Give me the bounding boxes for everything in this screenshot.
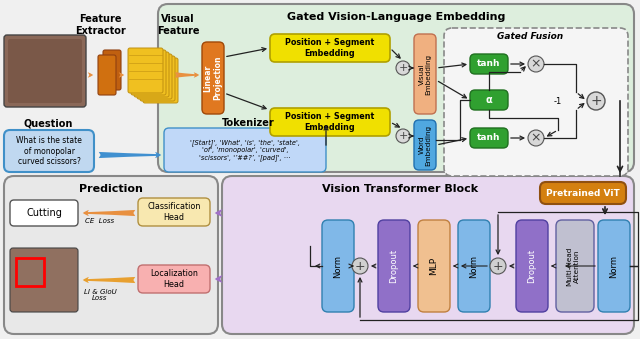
Text: CE  Loss: CE Loss — [85, 218, 115, 224]
FancyBboxPatch shape — [4, 130, 94, 172]
Bar — [16, 258, 44, 286]
Text: Multi-Head
Attention: Multi-Head Attention — [566, 246, 579, 286]
Text: Tokenizer: Tokenizer — [221, 118, 275, 128]
FancyBboxPatch shape — [134, 52, 169, 97]
FancyBboxPatch shape — [444, 28, 628, 176]
FancyBboxPatch shape — [378, 220, 410, 312]
Text: Gated Vision-Language Embedding: Gated Vision-Language Embedding — [287, 12, 505, 22]
FancyBboxPatch shape — [158, 4, 634, 172]
Text: LI & GloU
Loss: LI & GloU Loss — [84, 288, 116, 301]
FancyBboxPatch shape — [470, 90, 508, 110]
Text: Norm: Norm — [609, 255, 618, 278]
Text: +: + — [590, 94, 602, 108]
Text: Norm: Norm — [470, 255, 479, 278]
FancyBboxPatch shape — [470, 54, 508, 74]
FancyBboxPatch shape — [222, 176, 634, 334]
Text: Visual
Embedding: Visual Embedding — [419, 54, 431, 95]
FancyBboxPatch shape — [322, 220, 354, 312]
Circle shape — [396, 61, 410, 75]
Text: +: + — [398, 63, 408, 73]
Text: ×: × — [531, 58, 541, 71]
Text: Vision Transformer Block: Vision Transformer Block — [322, 184, 478, 194]
Text: Dropout: Dropout — [527, 249, 536, 283]
FancyBboxPatch shape — [598, 220, 630, 312]
Circle shape — [587, 92, 605, 110]
FancyBboxPatch shape — [516, 220, 548, 312]
Text: ×: × — [531, 132, 541, 144]
FancyBboxPatch shape — [4, 176, 218, 334]
Text: Position + Segment
Embedding: Position + Segment Embedding — [285, 38, 374, 58]
Text: -1: -1 — [554, 97, 562, 105]
Text: Cutting: Cutting — [26, 208, 62, 218]
Text: Word
Embedding: Word Embedding — [419, 124, 431, 165]
FancyBboxPatch shape — [103, 50, 121, 90]
Text: Question: Question — [23, 118, 73, 128]
Text: Pretrained ViT: Pretrained ViT — [546, 188, 620, 198]
Circle shape — [528, 56, 544, 72]
FancyBboxPatch shape — [138, 265, 210, 293]
FancyBboxPatch shape — [10, 248, 78, 312]
Text: Dropout: Dropout — [390, 249, 399, 283]
FancyBboxPatch shape — [8, 39, 82, 103]
Text: '[Start]', 'What', 'is', 'the', 'state',
'of', 'monopolar', 'curved',
'scissors': '[Start]', 'What', 'is', 'the', 'state',… — [190, 139, 300, 161]
Text: tanh: tanh — [477, 60, 500, 68]
FancyBboxPatch shape — [470, 128, 508, 148]
FancyBboxPatch shape — [556, 220, 594, 312]
FancyBboxPatch shape — [202, 42, 224, 114]
Text: +: + — [493, 259, 503, 273]
Text: Localization
Head: Localization Head — [150, 269, 198, 289]
Text: Visual
Feature: Visual Feature — [157, 14, 199, 36]
Text: What is the state
of monopolar
curved scissors?: What is the state of monopolar curved sc… — [16, 136, 82, 166]
Text: MLP: MLP — [429, 257, 438, 275]
Text: tanh: tanh — [477, 134, 500, 142]
Text: Linear
Projection: Linear Projection — [204, 56, 223, 100]
Text: α: α — [486, 95, 492, 105]
FancyBboxPatch shape — [540, 182, 626, 204]
FancyBboxPatch shape — [418, 220, 450, 312]
Circle shape — [528, 130, 544, 146]
Text: Norm: Norm — [333, 255, 342, 278]
FancyBboxPatch shape — [414, 120, 436, 170]
FancyBboxPatch shape — [140, 56, 175, 101]
FancyBboxPatch shape — [270, 108, 390, 136]
Circle shape — [396, 129, 410, 143]
FancyBboxPatch shape — [4, 35, 86, 107]
Circle shape — [352, 258, 368, 274]
FancyBboxPatch shape — [458, 220, 490, 312]
FancyBboxPatch shape — [138, 198, 210, 226]
Text: Feature
Extractor: Feature Extractor — [75, 14, 125, 36]
FancyBboxPatch shape — [131, 50, 166, 95]
Text: Prediction: Prediction — [79, 184, 143, 194]
FancyBboxPatch shape — [414, 34, 436, 114]
Text: +: + — [355, 259, 365, 273]
FancyBboxPatch shape — [98, 55, 116, 95]
FancyBboxPatch shape — [164, 128, 326, 172]
FancyBboxPatch shape — [143, 58, 178, 103]
FancyBboxPatch shape — [10, 200, 78, 226]
Circle shape — [490, 258, 506, 274]
FancyBboxPatch shape — [128, 48, 163, 93]
FancyBboxPatch shape — [137, 54, 172, 99]
Text: +: + — [398, 131, 408, 141]
FancyBboxPatch shape — [270, 34, 390, 62]
Text: Gated Fusion: Gated Fusion — [497, 32, 563, 41]
Text: Position + Segment
Embedding: Position + Segment Embedding — [285, 112, 374, 132]
Text: Classification
Head: Classification Head — [147, 202, 201, 222]
